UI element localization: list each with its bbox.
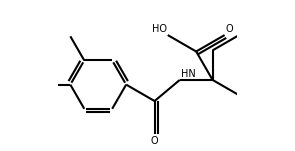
Text: HN: HN <box>181 69 195 79</box>
Text: O: O <box>225 24 233 34</box>
Text: O: O <box>151 136 158 146</box>
Text: HO: HO <box>152 24 167 34</box>
